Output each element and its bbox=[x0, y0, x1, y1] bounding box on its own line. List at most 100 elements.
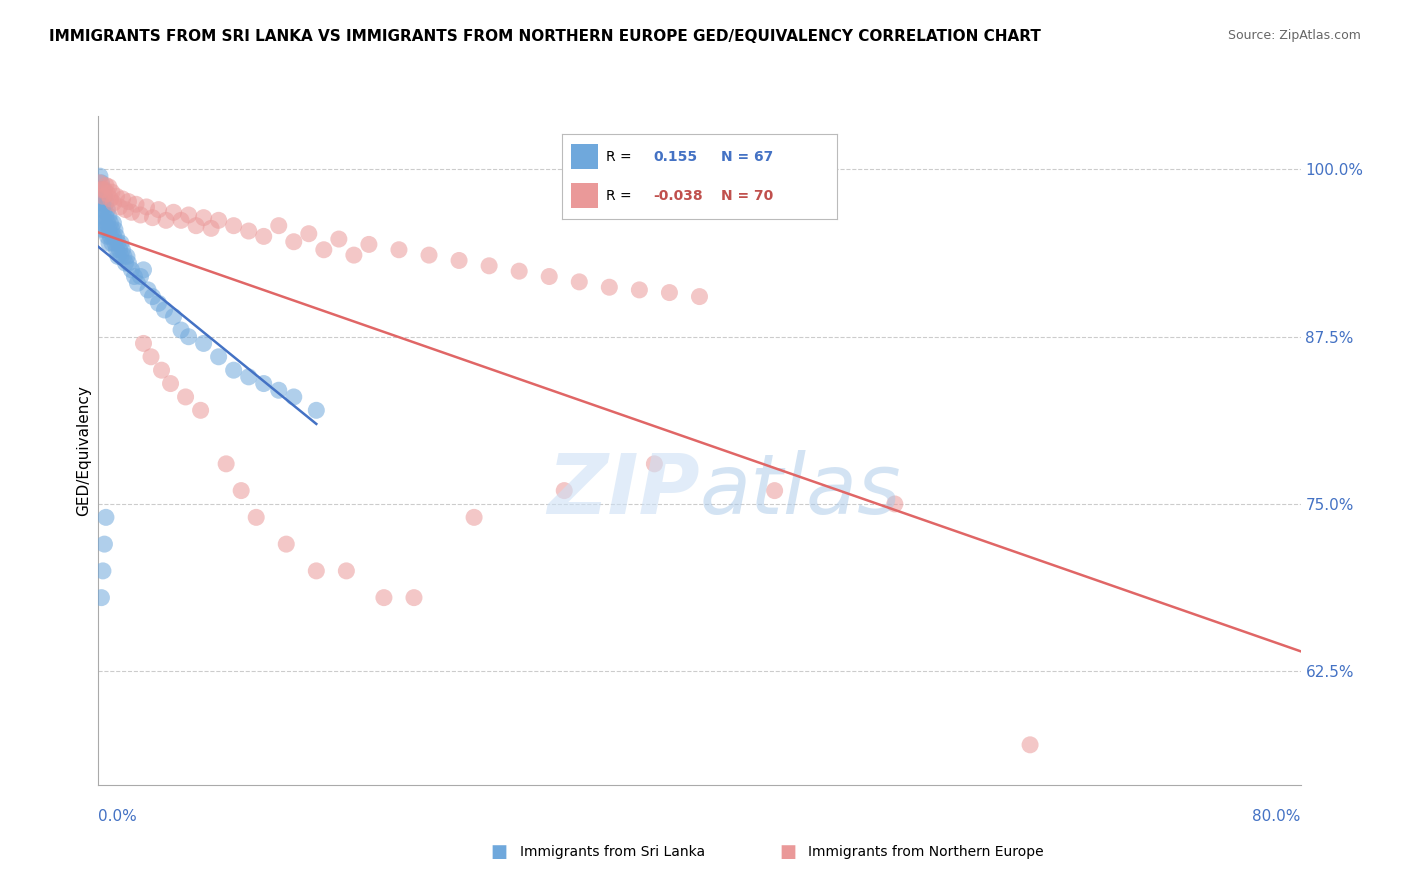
Point bbox=[598, 280, 620, 294]
Point bbox=[117, 194, 139, 209]
Point bbox=[93, 216, 115, 230]
Bar bbox=[571, 144, 598, 169]
Point bbox=[105, 229, 128, 244]
Point bbox=[155, 213, 177, 227]
Point bbox=[553, 483, 575, 498]
Text: 80.0%: 80.0% bbox=[1253, 809, 1301, 823]
Point bbox=[93, 189, 115, 203]
Point bbox=[97, 180, 120, 194]
Point bbox=[97, 210, 120, 224]
Bar bbox=[571, 183, 598, 209]
Text: N = 67: N = 67 bbox=[721, 150, 773, 163]
Point bbox=[643, 457, 665, 471]
Point bbox=[112, 250, 135, 264]
Point bbox=[97, 236, 120, 251]
Text: IMMIGRANTS FROM SRI LANKA VS IMMIGRANTS FROM NORTHERN EUROPE GED/EQUIVALENCY COR: IMMIGRANTS FROM SRI LANKA VS IMMIGRANTS … bbox=[49, 29, 1040, 44]
Point bbox=[90, 189, 112, 203]
Point bbox=[107, 250, 129, 264]
Point bbox=[121, 263, 143, 277]
Point bbox=[328, 232, 350, 246]
Point bbox=[94, 210, 117, 224]
Point bbox=[94, 178, 117, 193]
Text: R =: R = bbox=[606, 189, 631, 202]
Point bbox=[267, 384, 290, 398]
Point bbox=[94, 510, 117, 524]
Point bbox=[97, 223, 120, 237]
Text: ZIP: ZIP bbox=[547, 450, 700, 531]
Point bbox=[101, 236, 124, 251]
Point bbox=[162, 205, 184, 219]
Text: 0.155: 0.155 bbox=[652, 150, 697, 163]
Point bbox=[90, 591, 112, 605]
Point bbox=[96, 186, 118, 201]
Point bbox=[190, 403, 212, 417]
Point bbox=[104, 223, 127, 237]
Point bbox=[184, 219, 207, 233]
Point bbox=[1019, 738, 1042, 752]
Point bbox=[153, 303, 176, 318]
Point bbox=[91, 196, 114, 211]
Point bbox=[96, 229, 118, 244]
Point bbox=[108, 200, 131, 214]
Point bbox=[231, 483, 253, 498]
Point bbox=[388, 243, 411, 257]
Point bbox=[193, 211, 215, 225]
Point bbox=[105, 189, 128, 203]
Point bbox=[90, 202, 112, 217]
Point bbox=[763, 483, 786, 498]
Point bbox=[305, 564, 328, 578]
Point bbox=[215, 457, 238, 471]
Point bbox=[883, 497, 905, 511]
Point bbox=[283, 390, 305, 404]
Point bbox=[193, 336, 215, 351]
Point bbox=[170, 323, 193, 337]
Point bbox=[177, 330, 200, 344]
Point bbox=[298, 227, 321, 241]
Point bbox=[132, 336, 155, 351]
Point bbox=[148, 296, 170, 310]
Point bbox=[238, 224, 260, 238]
Point bbox=[104, 236, 127, 251]
Point bbox=[105, 243, 128, 257]
Point bbox=[129, 269, 152, 284]
Point bbox=[283, 235, 305, 249]
Text: R =: R = bbox=[606, 150, 631, 163]
Point bbox=[94, 196, 117, 211]
Point bbox=[141, 289, 163, 303]
Point bbox=[108, 243, 131, 257]
Text: 0.0%: 0.0% bbox=[98, 809, 138, 823]
Point bbox=[89, 196, 111, 211]
Point bbox=[110, 250, 132, 264]
Point bbox=[90, 176, 112, 190]
Point bbox=[91, 183, 114, 197]
Text: atlas: atlas bbox=[700, 450, 901, 531]
Point bbox=[90, 183, 112, 197]
Point bbox=[177, 208, 200, 222]
Point bbox=[129, 208, 152, 222]
Point bbox=[373, 591, 395, 605]
Point bbox=[91, 223, 114, 237]
Point bbox=[402, 591, 425, 605]
Point bbox=[125, 197, 148, 211]
Point bbox=[150, 363, 173, 377]
Point bbox=[111, 192, 134, 206]
Point bbox=[200, 221, 222, 235]
Point bbox=[357, 237, 380, 252]
Point bbox=[111, 243, 134, 257]
Text: Immigrants from Northern Europe: Immigrants from Northern Europe bbox=[808, 845, 1045, 859]
Point bbox=[91, 189, 114, 203]
Point bbox=[538, 269, 561, 284]
Point bbox=[276, 537, 298, 551]
Point bbox=[93, 202, 115, 217]
Point bbox=[107, 236, 129, 251]
Point bbox=[93, 537, 115, 551]
Point bbox=[141, 211, 163, 225]
Text: -0.038: -0.038 bbox=[652, 189, 703, 202]
Point bbox=[110, 236, 132, 251]
Point bbox=[159, 376, 181, 391]
Point bbox=[94, 223, 117, 237]
Point bbox=[96, 202, 118, 217]
Point bbox=[132, 263, 155, 277]
Text: Immigrants from Sri Lanka: Immigrants from Sri Lanka bbox=[520, 845, 706, 859]
Point bbox=[208, 350, 231, 364]
